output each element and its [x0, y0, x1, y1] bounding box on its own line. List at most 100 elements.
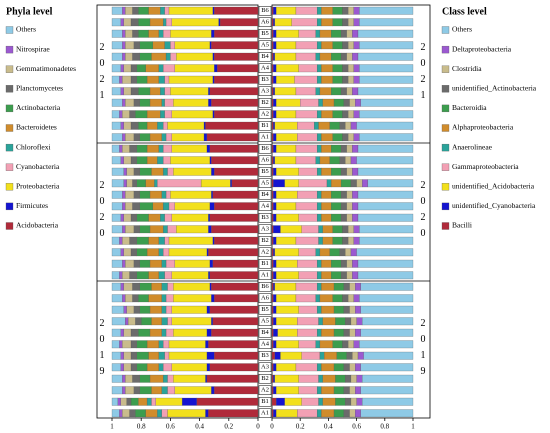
sample-box — [258, 328, 272, 338]
bar-segment — [363, 351, 414, 360]
bar-segment — [318, 374, 323, 383]
bar-segment — [315, 52, 321, 61]
bar-segment — [148, 351, 159, 360]
bar-segment — [274, 87, 297, 96]
bar-segment — [170, 29, 212, 38]
bar-segment — [352, 213, 359, 222]
bar-segment — [273, 41, 277, 50]
bar-segment — [271, 121, 274, 130]
bar-segment — [125, 190, 135, 199]
bar-segment — [205, 121, 259, 130]
bar-segment — [316, 190, 322, 199]
bar-segment — [133, 41, 140, 50]
bar-segment — [357, 351, 364, 360]
bar-segment — [135, 317, 142, 326]
bar-segment — [123, 156, 132, 165]
bar-segment — [111, 259, 123, 268]
bar-segment — [353, 18, 360, 27]
bar-segment — [297, 328, 318, 337]
bar-segment — [132, 202, 140, 211]
sample-label: A5 — [261, 42, 269, 49]
bar-segment — [273, 248, 275, 257]
legend-label: Bacteroidetes — [16, 123, 57, 132]
bar-segment — [206, 305, 210, 314]
bar-segment — [125, 374, 133, 383]
bar-segment — [122, 386, 126, 395]
bar-segment — [357, 52, 414, 61]
bar-segment — [273, 363, 277, 372]
bar-segment — [205, 374, 208, 383]
bar-segment — [133, 386, 140, 395]
legend-swatch — [441, 104, 450, 113]
bar-segment — [171, 133, 205, 142]
sample-box — [258, 408, 272, 418]
bar-segment — [356, 317, 363, 326]
bar-segment — [133, 259, 140, 268]
bar-segment — [161, 328, 167, 337]
bar-segment — [158, 29, 164, 38]
sample-label: A2 — [261, 387, 269, 394]
bar-segment — [298, 29, 316, 38]
bar-segment — [359, 294, 414, 303]
bar-segment — [167, 374, 174, 383]
bar-segment — [126, 179, 133, 188]
bar-segment — [271, 133, 274, 142]
sample-box — [258, 75, 272, 85]
bar-segment — [355, 386, 361, 395]
bar-segment — [348, 340, 354, 349]
sample-label: A2 — [261, 111, 269, 118]
bar-segment — [340, 259, 347, 268]
bar-segment — [168, 75, 213, 84]
bar-segment — [111, 121, 121, 130]
bar-segment — [149, 18, 164, 27]
bar-segment — [359, 340, 414, 349]
bar-segment — [359, 64, 414, 73]
bar-segment — [149, 133, 162, 142]
bar-segment — [173, 167, 212, 176]
bar-segment — [271, 386, 274, 395]
bar-segment — [273, 409, 277, 418]
bar-segment — [273, 294, 277, 303]
bar-segment — [316, 259, 322, 268]
legend-swatch — [441, 222, 450, 230]
sample-label: B4 — [261, 53, 269, 60]
bar-segment — [360, 328, 414, 337]
bar-segment — [357, 213, 414, 222]
bar-segment — [274, 351, 281, 360]
bar-segment — [355, 282, 361, 291]
bar-segment — [136, 179, 146, 188]
bar-segment — [332, 340, 343, 349]
sample-label: A3 — [261, 226, 269, 233]
bar-segment — [174, 64, 215, 73]
bar-segment — [348, 236, 354, 245]
bar-segment — [165, 133, 172, 142]
bar-segment — [146, 248, 159, 257]
bar-segment — [135, 110, 148, 119]
bar-segment — [273, 179, 285, 188]
bar-segment — [331, 259, 342, 268]
bar-segment — [206, 144, 210, 153]
bar-segment — [298, 64, 318, 73]
bar-segment — [276, 340, 299, 349]
bar-segment — [271, 167, 274, 176]
bar-segment — [352, 351, 359, 360]
bar-segment — [359, 225, 414, 234]
bar-segment — [173, 294, 212, 303]
bar-segment — [174, 259, 210, 268]
bar-segment — [295, 144, 318, 153]
bar-segment — [138, 328, 151, 337]
bar-segment — [316, 271, 322, 280]
bar-segment — [139, 52, 152, 61]
bar-segment — [209, 282, 212, 291]
bar-segment — [149, 259, 162, 268]
bar-segment — [276, 98, 301, 107]
bar-segment — [211, 98, 259, 107]
legend-swatch — [441, 143, 450, 152]
bar-segment — [120, 363, 124, 372]
bar-segment — [339, 248, 346, 257]
bar-segment — [331, 213, 342, 222]
bar-segment — [171, 271, 209, 280]
bar-segment — [171, 363, 208, 372]
sample-box — [258, 293, 272, 303]
legend-label: Deltaproteobacteria — [452, 44, 512, 53]
